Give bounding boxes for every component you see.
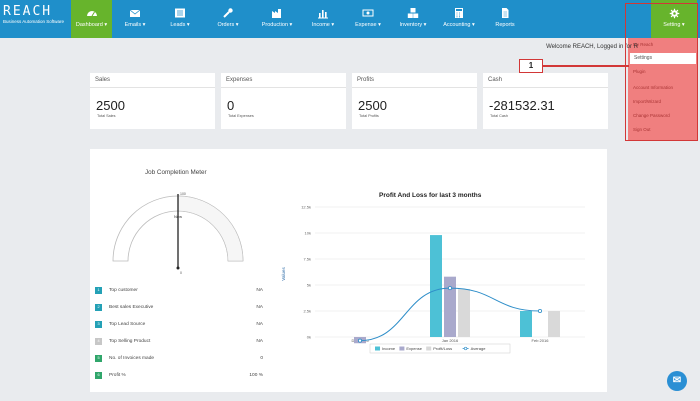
y-tick-label: 0k bbox=[307, 335, 311, 340]
stat-row-invoices-made: 5 No. of Invoices made 0 bbox=[95, 355, 265, 364]
nav-production[interactable]: Production ▾ bbox=[254, 0, 300, 38]
card-value: -281532.31 bbox=[489, 98, 555, 113]
gauge-min-label: 0 bbox=[180, 271, 182, 275]
welcome-text: Welcome REACH, Logged in for R bbox=[546, 44, 638, 50]
file-icon bbox=[502, 8, 509, 18]
wrench-icon bbox=[223, 8, 233, 18]
leads-icon bbox=[175, 8, 185, 18]
x-tick-label: Feb 2016 bbox=[532, 338, 550, 343]
annotation-line bbox=[543, 65, 629, 67]
chart-title: Profit And Loss for last 3 months bbox=[379, 192, 482, 199]
nav-reports[interactable]: Reports bbox=[484, 0, 526, 38]
average-point bbox=[447, 286, 452, 291]
legend-label: Income bbox=[382, 346, 396, 351]
legend-swatch bbox=[399, 346, 405, 351]
nav-emails[interactable]: Emails ▾ bbox=[114, 0, 156, 38]
nav-income[interactable]: Income ▾ bbox=[303, 0, 343, 38]
gear-icon bbox=[669, 8, 679, 19]
bar-profitloss bbox=[548, 311, 560, 337]
average-point bbox=[537, 309, 542, 314]
bar-income bbox=[430, 235, 442, 337]
menu-item-account-information[interactable]: Account Information bbox=[633, 85, 674, 90]
card-title: Expenses bbox=[226, 77, 253, 83]
nav-orders[interactable]: Orders ▾ bbox=[205, 0, 251, 38]
chat-icon: ✉ bbox=[672, 375, 682, 386]
legend-label: Profit/Loss bbox=[433, 346, 452, 351]
email-icon bbox=[129, 9, 141, 17]
nav-leads[interactable]: Leads ▾ bbox=[159, 0, 201, 38]
card-profits: Profits 2500 Total Profits bbox=[352, 73, 477, 129]
menu-item-import-wizard[interactable]: Import/Wizard bbox=[633, 99, 662, 104]
nav-accounting[interactable]: Accounting ▾ bbox=[437, 0, 481, 38]
logo-tagline: Business Automation Software bbox=[3, 19, 65, 24]
legend-swatch bbox=[464, 346, 468, 351]
stat-row-top-customer: 1 Top customer NA bbox=[95, 287, 265, 296]
card-cash: Cash -281532.31 Total Cash bbox=[483, 73, 608, 129]
menu-item-settings[interactable]: Settings bbox=[630, 53, 696, 64]
nav-dashboard[interactable]: Dashboard ▾ bbox=[71, 0, 112, 38]
top-navbar: REACH Business Automation Software Dashb… bbox=[0, 0, 700, 38]
dashboard-icon bbox=[86, 11, 97, 17]
money-icon bbox=[362, 9, 374, 17]
annotation-highlight bbox=[625, 3, 698, 141]
y-tick-label: 12.5k bbox=[301, 205, 311, 210]
card-expenses: Expenses 0 Total Expenses bbox=[221, 73, 346, 129]
gauge-center-label: New bbox=[174, 214, 182, 219]
logo-text: REACH bbox=[3, 4, 53, 19]
card-subtitle: Total Profits bbox=[359, 114, 379, 118]
stat-row-top-lead-source: 3 Top Lead Source NA bbox=[95, 321, 265, 330]
y-tick-label: 5k bbox=[307, 283, 311, 288]
chat-button[interactable]: ✉ bbox=[667, 371, 687, 391]
meter-title: Job Completion Meter bbox=[145, 169, 207, 176]
y-axis-label: Values bbox=[281, 267, 286, 281]
annotation-callout: 1 bbox=[519, 59, 543, 73]
menu-item-change-password[interactable]: Change Password bbox=[633, 113, 670, 118]
menu-item-plugin[interactable]: Plugin bbox=[633, 69, 646, 74]
card-value: 2500 bbox=[96, 98, 125, 113]
stat-row-best-sales-executive: 2 Best sales Executive NA bbox=[95, 304, 265, 313]
card-subtitle: Total Sales bbox=[97, 114, 116, 118]
bar-chart-icon bbox=[318, 10, 328, 19]
stat-row-profit-percent: 6 Profit % 100 % bbox=[95, 372, 265, 381]
calculator-icon bbox=[455, 8, 463, 18]
legend-swatch bbox=[426, 346, 432, 351]
brand-logo[interactable]: REACH Business Automation Software bbox=[3, 5, 69, 33]
job-completion-gauge: 100 New 0 bbox=[112, 192, 244, 275]
menu-item-my-reach[interactable]: My Reach bbox=[633, 42, 654, 47]
card-title: Cash bbox=[488, 77, 503, 83]
cubes-icon bbox=[407, 8, 419, 18]
card-value: 2500 bbox=[358, 98, 387, 113]
bar-income bbox=[520, 311, 532, 337]
y-tick-label: 2.5k bbox=[303, 309, 311, 314]
nav-inventory[interactable]: Inventory ▾ bbox=[392, 0, 434, 38]
dashboard-panel: Job Completion Meter 100 New 0 1 Top cus… bbox=[90, 149, 607, 392]
card-title: Profits bbox=[357, 77, 375, 83]
y-tick-label: 7.5k bbox=[303, 257, 311, 262]
settings-menu-toggle[interactable]: Setting ▾ bbox=[651, 0, 697, 38]
legend-swatch bbox=[375, 346, 380, 351]
menu-item-sign-out[interactable]: Sign Out bbox=[633, 127, 651, 132]
card-value: 0 bbox=[227, 98, 235, 113]
legend-label: Expense bbox=[406, 346, 422, 351]
legend-label: Average bbox=[471, 346, 487, 351]
stat-row-top-selling-product: 4 Top Selling Product NA bbox=[95, 338, 265, 347]
gauge-max-label: 100 bbox=[180, 192, 186, 196]
settings-dropdown: My Reach Settings Plugin Account Informa… bbox=[628, 38, 698, 141]
y-tick-label: 10k bbox=[305, 231, 311, 236]
card-title: Sales bbox=[95, 77, 111, 83]
card-subtitle: Total Expenses bbox=[228, 114, 254, 118]
average-point bbox=[358, 338, 363, 343]
card-subtitle: Total Cash bbox=[490, 114, 508, 118]
x-tick-label: Jan 2016 bbox=[442, 338, 459, 343]
card-sales: Sales 2500 Total Sales bbox=[90, 73, 215, 129]
nav-expense[interactable]: Expense ▾ bbox=[347, 0, 389, 38]
bar-expense bbox=[444, 276, 456, 337]
chart-legend bbox=[369, 343, 511, 354]
bar-profitloss bbox=[458, 289, 470, 337]
factory-icon bbox=[272, 9, 281, 18]
